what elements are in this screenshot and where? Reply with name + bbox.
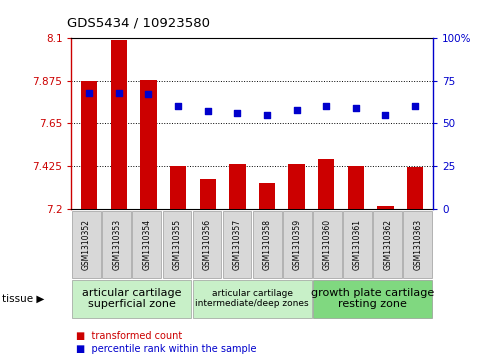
Text: GSM1310353: GSM1310353 — [112, 219, 121, 270]
Bar — [81, 81, 98, 209]
Text: growth plate cartilage
resting zone: growth plate cartilage resting zone — [311, 288, 434, 309]
Text: GSM1310360: GSM1310360 — [323, 219, 332, 270]
Text: ■  transformed count: ■ transformed count — [76, 331, 183, 341]
Point — [204, 109, 211, 114]
Text: tissue ▶: tissue ▶ — [2, 294, 45, 303]
Point — [352, 105, 360, 111]
Point — [411, 103, 419, 109]
Text: GSM1310359: GSM1310359 — [293, 219, 302, 270]
Text: GSM1310358: GSM1310358 — [263, 219, 272, 270]
Text: ■  percentile rank within the sample: ■ percentile rank within the sample — [76, 344, 257, 354]
Bar — [407, 167, 423, 209]
Point — [382, 112, 389, 118]
Bar — [348, 166, 364, 209]
Bar — [170, 166, 186, 209]
Point — [263, 112, 271, 118]
Text: GSM1310356: GSM1310356 — [203, 219, 211, 270]
Bar — [111, 40, 127, 209]
Bar — [141, 80, 157, 209]
Point — [293, 107, 301, 113]
Point — [174, 103, 182, 109]
Bar — [377, 206, 393, 209]
Text: GSM1310361: GSM1310361 — [353, 219, 362, 270]
Bar — [318, 159, 334, 209]
Text: GSM1310357: GSM1310357 — [233, 219, 242, 270]
Bar — [229, 164, 246, 209]
Point — [322, 103, 330, 109]
Bar — [200, 179, 216, 209]
Bar — [288, 164, 305, 209]
Text: GSM1310355: GSM1310355 — [173, 219, 181, 270]
Bar — [259, 183, 275, 209]
Text: articular cartilage
superficial zone: articular cartilage superficial zone — [82, 288, 181, 309]
Text: GSM1310352: GSM1310352 — [82, 219, 91, 270]
Point — [233, 110, 241, 116]
Point — [85, 90, 93, 95]
Point — [144, 91, 152, 97]
Text: GSM1310362: GSM1310362 — [383, 219, 392, 270]
Text: GSM1310354: GSM1310354 — [142, 219, 151, 270]
Text: GSM1310363: GSM1310363 — [413, 219, 423, 270]
Text: GDS5434 / 10923580: GDS5434 / 10923580 — [67, 16, 210, 29]
Point — [115, 90, 123, 95]
Text: articular cartilage
intermediate/deep zones: articular cartilage intermediate/deep zo… — [195, 289, 309, 308]
